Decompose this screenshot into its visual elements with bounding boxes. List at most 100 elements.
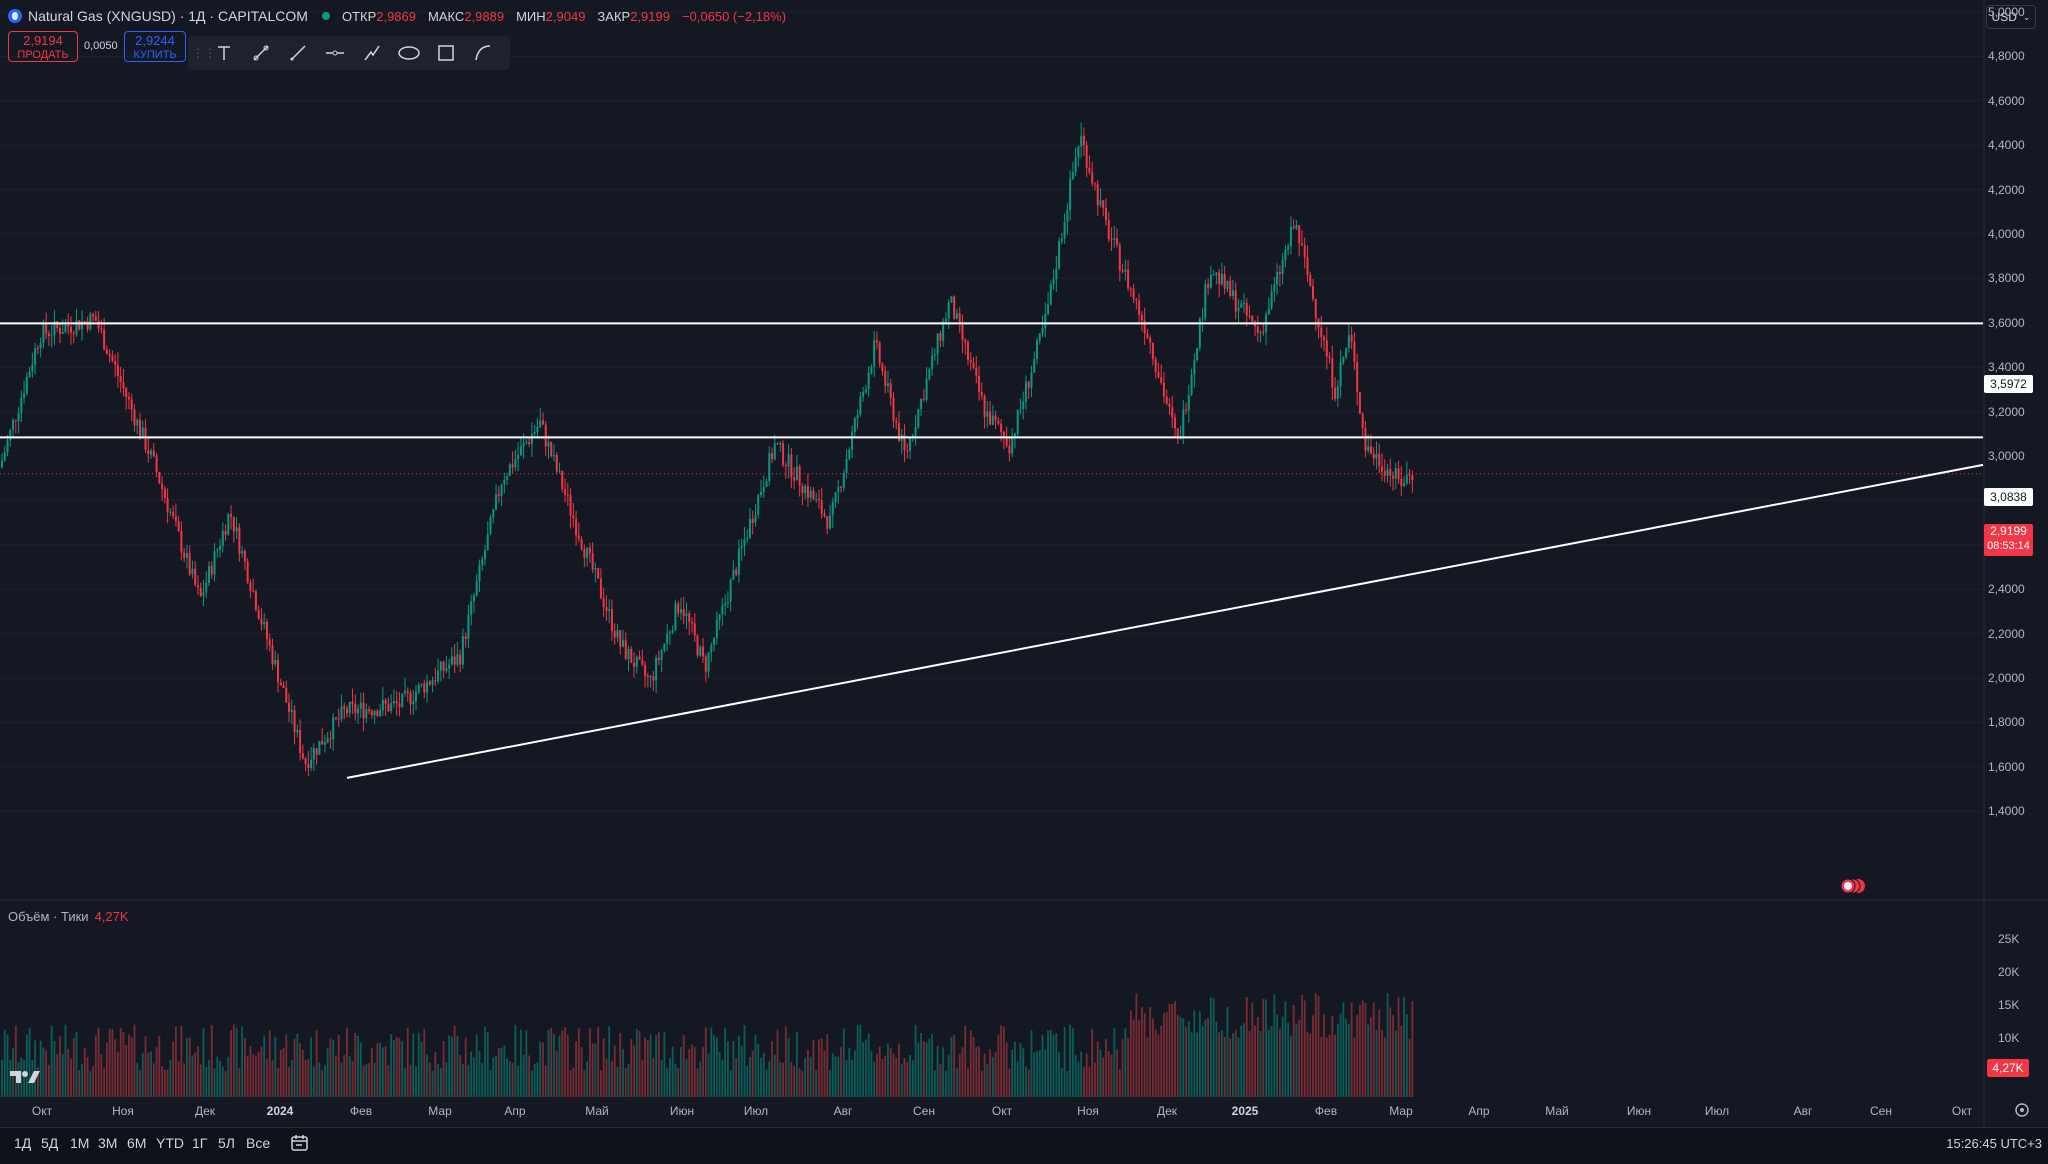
ray-tool-icon[interactable] <box>245 38 276 68</box>
volume-bar <box>117 1051 119 1097</box>
candle-body <box>624 640 627 659</box>
candle-body <box>622 640 624 647</box>
volume-bar <box>1259 1031 1262 1097</box>
candle-body <box>613 631 616 638</box>
volume-bar <box>1342 1002 1345 1097</box>
volume-bar <box>373 1062 376 1097</box>
candle-body <box>638 656 641 660</box>
candle-body <box>522 443 525 447</box>
volume-bar <box>605 1058 608 1097</box>
range-button[interactable]: 1М <box>70 1135 90 1151</box>
volume-bar <box>1372 1002 1375 1097</box>
volume-bar <box>1295 1023 1298 1097</box>
volume-tick: 25K <box>1998 932 2020 946</box>
candle-body <box>1008 445 1011 454</box>
volume-bar <box>194 1052 197 1097</box>
candle-body <box>58 327 61 334</box>
ellipse-tool-icon[interactable] <box>393 38 424 68</box>
time-tick: Мар <box>1389 1104 1413 1118</box>
rectangle-tool-icon[interactable] <box>430 38 461 68</box>
volume-bar <box>967 1067 969 1097</box>
settings-icon[interactable] <box>2014 1102 2030 1123</box>
volume-bar <box>1185 1027 1187 1097</box>
trend-line-icon[interactable] <box>282 38 313 68</box>
range-button[interactable]: 3М <box>98 1135 118 1151</box>
candle-body <box>252 591 255 593</box>
tradingview-logo[interactable] <box>10 1069 40 1090</box>
volume-bar <box>680 1046 682 1097</box>
volume-bar <box>277 1067 279 1097</box>
volume-bar <box>431 1070 434 1097</box>
volume-bar <box>1392 1015 1394 1097</box>
candle-body <box>1024 381 1027 402</box>
candle-body <box>947 302 950 319</box>
path-tool-icon[interactable] <box>356 38 387 68</box>
candle-body <box>147 449 150 455</box>
drag-handle-icon[interactable]: ⋮⋮ <box>192 46 216 60</box>
range-button[interactable]: 1Г <box>192 1135 208 1151</box>
curve-tool-icon[interactable] <box>467 38 498 68</box>
bar-countdown: 08:53:14 <box>1987 540 2030 552</box>
support-trendline[interactable] <box>346 463 1984 779</box>
candle-body <box>136 419 139 426</box>
range-button[interactable]: YTD <box>156 1135 184 1151</box>
date-range-icon[interactable] <box>290 1134 310 1157</box>
candle-body <box>174 516 177 522</box>
volume-legend[interactable]: Объём · Тики 4,27K <box>8 909 129 924</box>
range-button[interactable]: 6М <box>127 1135 147 1151</box>
volume-bar <box>384 1046 387 1097</box>
volume-bar <box>1403 996 1405 1097</box>
range-button[interactable]: Все <box>246 1135 271 1151</box>
volume-bar <box>354 1032 357 1097</box>
volume-bar <box>274 1036 277 1097</box>
volume-bar <box>809 1056 812 1097</box>
clock[interactable]: 15:26:45 UTC+3 <box>1946 1136 2042 1151</box>
text-tool-icon[interactable] <box>208 38 239 68</box>
volume-bar <box>296 1033 299 1097</box>
volume-bar <box>569 1070 572 1097</box>
candle-body <box>889 383 892 398</box>
volume-bar <box>732 1041 735 1097</box>
candle-body <box>1281 259 1284 275</box>
candle-body <box>1218 272 1221 285</box>
range-button[interactable]: 5Л <box>218 1135 235 1151</box>
candle-body <box>817 498 820 501</box>
range-button[interactable]: 1Д <box>14 1135 32 1151</box>
volume-bar <box>1027 1069 1030 1097</box>
candle-body <box>1397 468 1400 479</box>
volume-bar <box>1232 1033 1234 1097</box>
candle-body <box>6 440 9 453</box>
volume-bar <box>887 1043 889 1097</box>
volume-bar <box>492 1057 495 1097</box>
volume-bar <box>450 1036 453 1097</box>
range-button[interactable]: 5Д <box>41 1135 59 1151</box>
volume-bar <box>395 1037 398 1097</box>
volume-bar <box>757 1044 760 1097</box>
candle-body <box>475 581 478 596</box>
currency-selector[interactable]: USD ⌄ <box>1986 5 2036 29</box>
symbol-title[interactable]: Natural Gas (XNGUSD) · 1Д · CAPITALCOM <box>28 8 308 24</box>
candle-body <box>42 323 45 343</box>
candle-body <box>754 515 757 523</box>
sell-button[interactable]: 2,9194 ПРОДАТЬ <box>8 31 78 62</box>
volume-bar <box>1397 996 1400 1097</box>
volume-bar <box>671 1046 674 1097</box>
candle-body <box>357 708 360 714</box>
volume-bar <box>633 1044 635 1097</box>
economic-event-icon[interactable] <box>1840 878 1866 894</box>
volume-bar <box>1336 1023 1339 1097</box>
candle-body <box>105 349 108 355</box>
volume-bar <box>1265 999 1267 1097</box>
candle-body <box>1011 437 1014 454</box>
volume-bar <box>426 1054 428 1097</box>
volume-bar <box>1066 1070 1069 1097</box>
candle-body <box>550 442 553 457</box>
volume-bar <box>1245 997 1248 1097</box>
candle-body <box>1038 333 1041 341</box>
horizontal-line-icon[interactable] <box>319 38 350 68</box>
volume-bar <box>489 1070 492 1097</box>
price-tick: 4,2000 <box>1988 182 2025 197</box>
buy-button[interactable]: 2,9244 КУПИТЬ <box>124 31 186 62</box>
time-tick: Авг <box>833 1104 853 1118</box>
